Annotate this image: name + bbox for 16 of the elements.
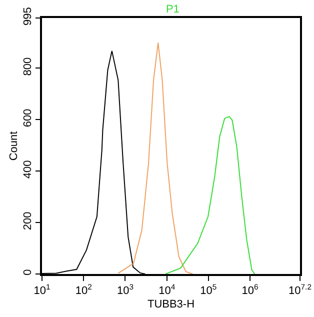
chart-title: P1 — [166, 3, 180, 16]
y-axis-title: Count — [8, 131, 20, 161]
x-tick-label: 10$^{5}$ — [200, 282, 217, 297]
y-tick-label: 995 — [22, 7, 34, 26]
x-tick-label: 10$^{1}$ — [34, 282, 50, 297]
y-tick-label: 200 — [22, 212, 34, 230]
x-tick-label: 10$^{6}$ — [242, 282, 258, 297]
x-tick-label: 10$^{2}$ — [75, 282, 92, 297]
x-tick-label: 10$^{4}$ — [158, 282, 176, 297]
y-tick-label: 800 — [22, 57, 34, 76]
x-tick-label: 10$^{7.2}$ — [288, 282, 312, 297]
y-tick-label: 600 — [22, 108, 34, 128]
x-tick-label: 10$^{3}$ — [116, 282, 134, 297]
y-tick-label: 400 — [22, 160, 34, 179]
x-axis-title: TUBB3-H — [147, 298, 195, 311]
y-tick-label: 0 — [22, 269, 34, 276]
